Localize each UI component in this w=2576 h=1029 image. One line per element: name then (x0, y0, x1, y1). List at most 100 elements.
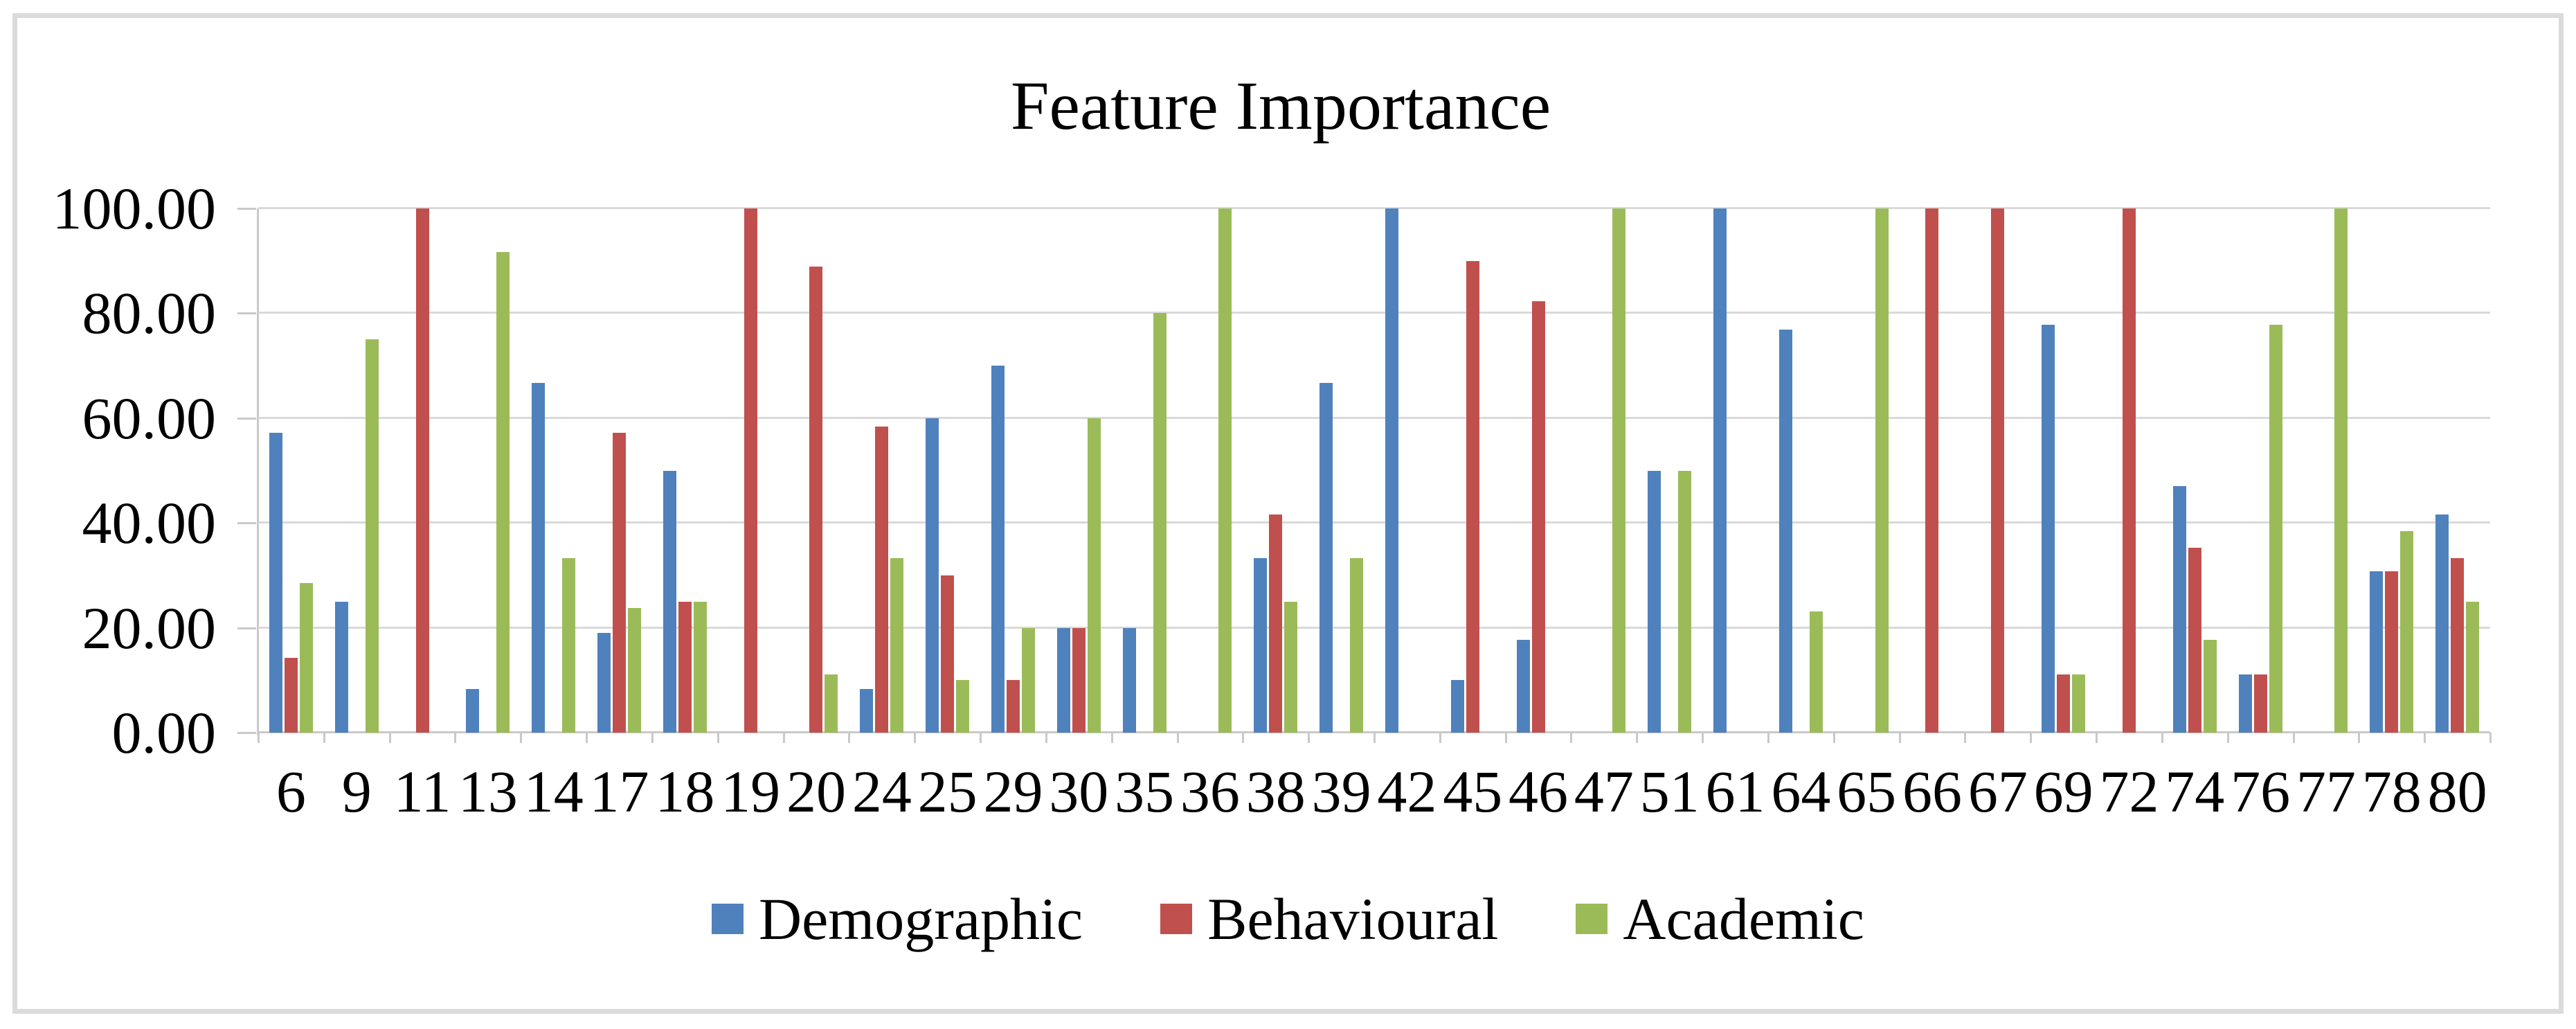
x-tick-mark-29 (2161, 733, 2163, 743)
bar-demographic-38 (1254, 557, 1268, 733)
bar-behavioural-74 (2188, 547, 2201, 733)
x-axis-labels: 6 9 11 13 14 17 18 19 20 24 25 29 30 35 36 38 39 42 45 46 47… (258, 762, 2490, 831)
x-tick-mark-4 (520, 733, 523, 743)
bar-academic-30 (1087, 418, 1101, 733)
category-65 (1834, 208, 1900, 733)
category-24 (849, 208, 915, 733)
x-tick-label-67: 67 (1967, 758, 2028, 825)
bar-academic-24 (890, 557, 904, 733)
y-tick-label-100: 100.00 (52, 175, 217, 242)
x-tick-mark-15 (1242, 733, 1245, 743)
gridline-100 (258, 207, 2490, 209)
category-19 (718, 208, 784, 733)
bar-demographic-29 (991, 366, 1005, 733)
x-tick-label-42: 42 (1377, 758, 1437, 825)
x-tick-mark-23 (1767, 733, 1769, 743)
bar-academic-29 (1021, 627, 1035, 733)
bar-demographic-51 (1648, 470, 1661, 733)
bar-behavioural-30 (1072, 627, 1086, 733)
gridline-40 (258, 521, 2490, 524)
x-tick-mark-30 (2226, 733, 2229, 743)
bar-behavioural-11 (415, 208, 429, 733)
bar-behavioural-72 (2122, 208, 2136, 733)
x-tick-mark-0 (258, 733, 260, 743)
x-tick-mark-13 (1110, 733, 1113, 743)
bar-behavioural-46 (1531, 301, 1545, 733)
bar-academic-9 (365, 339, 379, 733)
bar-behavioural-76 (2253, 674, 2267, 733)
category-46 (1506, 208, 1571, 733)
x-tick-label-47: 47 (1574, 758, 1634, 825)
x-tick-mark-27 (2030, 733, 2033, 743)
bar-behavioural-66 (1925, 208, 1939, 733)
bar-academic-77 (2334, 208, 2348, 733)
x-tick-label-29: 29 (983, 758, 1043, 825)
x-tick-label-19: 19 (721, 758, 781, 825)
gridline-0 (258, 731, 2490, 733)
category-29 (980, 208, 1046, 733)
x-tick-label-61: 61 (1705, 758, 1765, 825)
x-tick-mark-24 (1832, 733, 1835, 743)
bar-demographic-46 (1516, 640, 1530, 733)
category-13 (455, 208, 521, 733)
bar-academic-80 (2466, 601, 2480, 733)
bar-behavioural-38 (1269, 514, 1283, 733)
x-tick-mark-21 (1636, 733, 1639, 743)
x-tick-mark-32 (2358, 733, 2361, 743)
bar-behavioural-25 (941, 575, 955, 733)
y-tick-mark-0 (237, 732, 256, 734)
x-tick-mark-25 (1898, 733, 1901, 743)
bar-demographic-25 (926, 418, 939, 733)
bar-academic-51 (1678, 470, 1692, 733)
x-tick-label-46: 46 (1508, 758, 1569, 825)
category-6 (258, 208, 324, 733)
x-tick-mark-12 (1045, 733, 1047, 743)
legend-item-behavioural: Behavioural (1160, 889, 1498, 949)
bar-behavioural-45 (1466, 260, 1479, 733)
y-axis-labels: 0.00 20.00 40.00 60.00 80.00 100.00 (0, 179, 217, 762)
x-tick-label-74: 74 (2165, 758, 2225, 825)
y-tick-mark-60 (237, 417, 256, 420)
x-tick-mark-1 (323, 733, 325, 743)
x-tick-label-24: 24 (852, 758, 912, 825)
category-78 (2359, 208, 2424, 733)
category-11 (390, 208, 456, 733)
category-18 (652, 208, 718, 733)
x-tick-label-17: 17 (589, 758, 649, 825)
category-67 (1965, 208, 2030, 733)
bar-academic-69 (2072, 674, 2086, 733)
x-tick-label-9: 9 (341, 758, 372, 825)
x-tick-mark-18 (1439, 733, 1441, 743)
x-tick-label-64: 64 (1771, 758, 1831, 825)
bar-demographic-39 (1319, 383, 1333, 733)
x-tick-mark-7 (717, 733, 719, 743)
gridline-80 (258, 312, 2490, 314)
x-tick-label-30: 30 (1049, 758, 1109, 825)
category-9 (324, 208, 390, 733)
bar-demographic-13 (466, 688, 480, 733)
bar-demographic-76 (2238, 674, 2252, 733)
bar-academic-39 (1350, 557, 1364, 733)
x-tick-label-65: 65 (1837, 758, 1897, 825)
bar-demographic-9 (334, 601, 348, 733)
x-tick-label-13: 13 (458, 758, 518, 825)
category-77 (2294, 208, 2359, 733)
legend-label-behavioural: Behavioural (1207, 886, 1499, 952)
x-tick-mark-16 (1308, 733, 1310, 743)
bar-behavioural-19 (744, 208, 757, 733)
x-tick-mark-11 (980, 733, 982, 743)
category-61 (1702, 208, 1768, 733)
bar-academic-65 (1875, 208, 1889, 733)
x-tick-label-66: 66 (1902, 758, 1962, 825)
category-45 (1440, 208, 1506, 733)
x-tick-mark-17 (1373, 733, 1376, 743)
bar-demographic-24 (860, 688, 874, 733)
legend-item-academic: Academic (1576, 889, 1864, 949)
legend-item-demographic: Demographic (712, 889, 1083, 949)
x-tick-label-18: 18 (655, 758, 715, 825)
x-tick-mark-10 (914, 733, 917, 743)
x-tick-label-72: 72 (2099, 758, 2159, 825)
x-tick-mark-31 (2292, 733, 2295, 743)
x-tick-mark-8 (782, 733, 785, 743)
bar-academic-20 (825, 674, 838, 733)
